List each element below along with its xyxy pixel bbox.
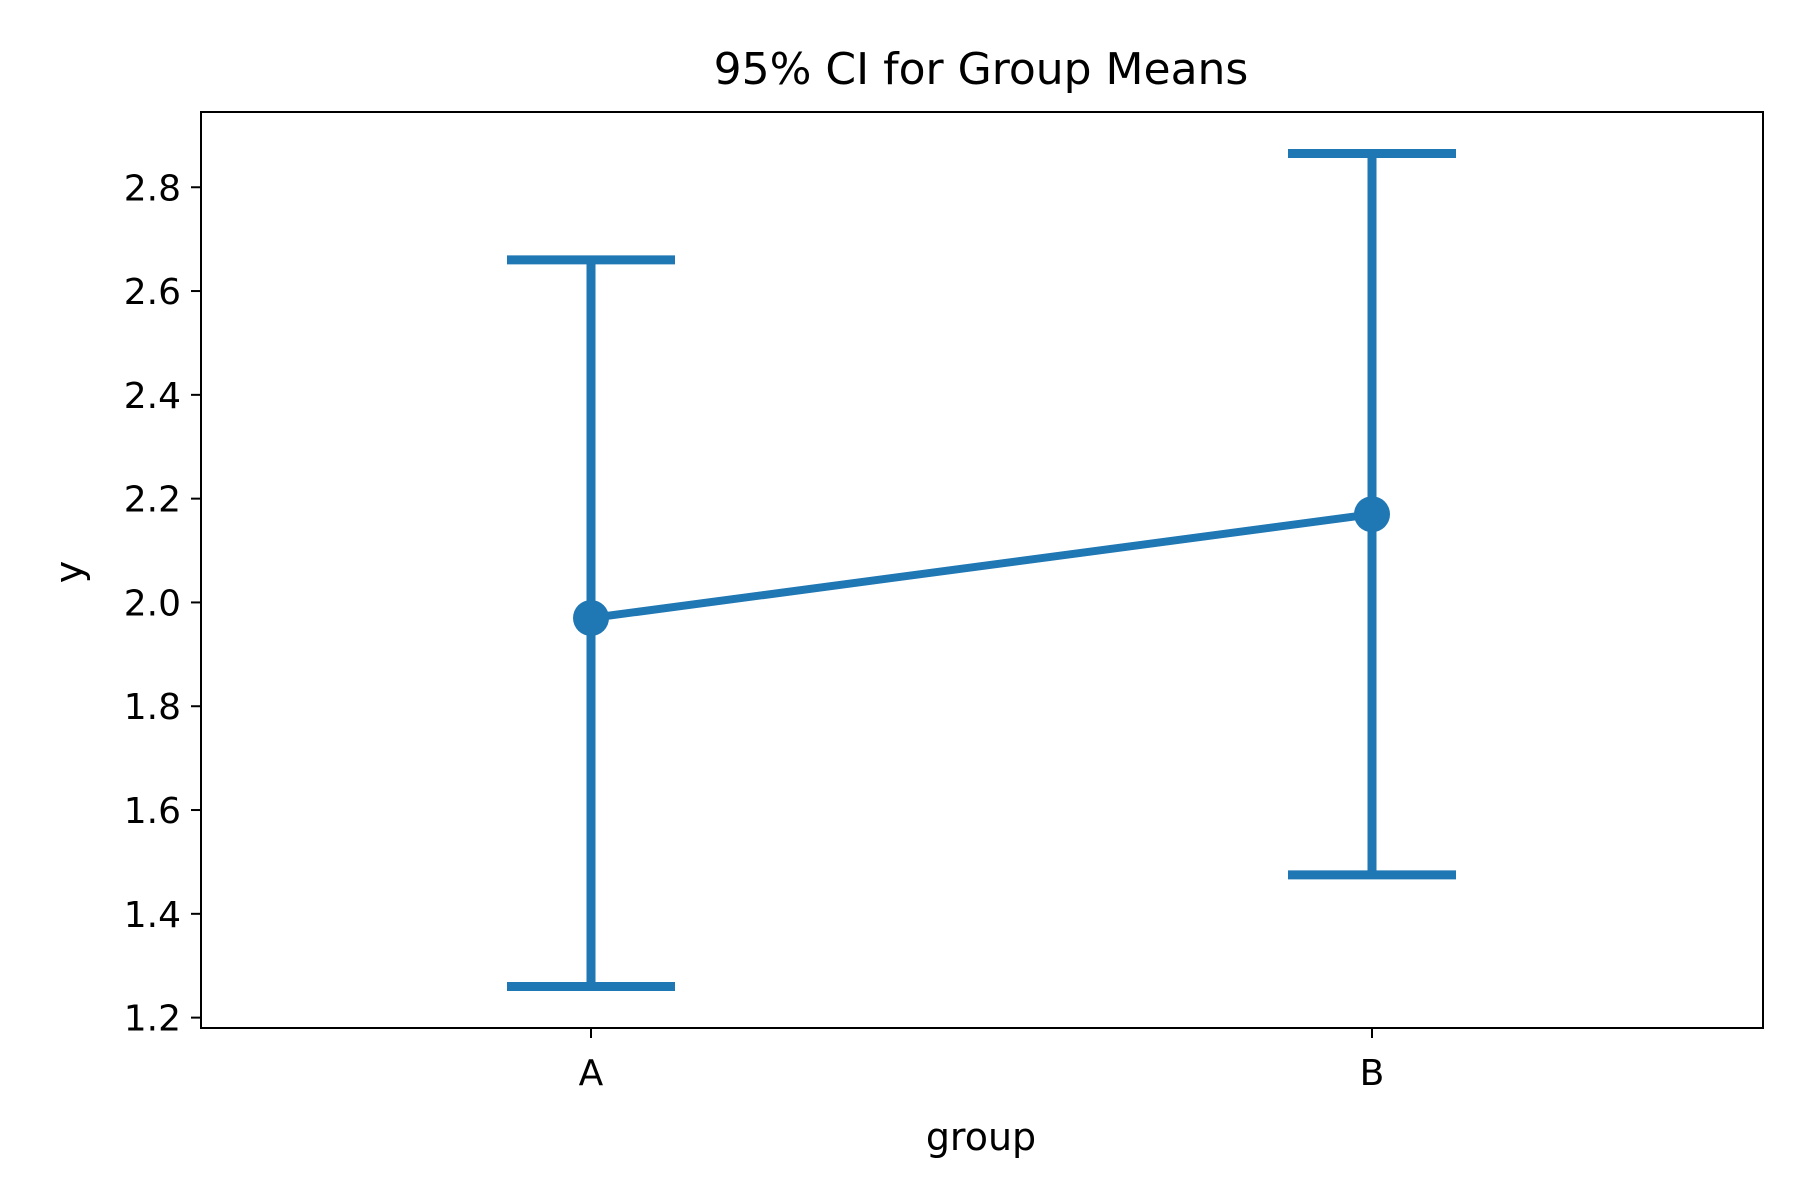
x-axis-label: group — [926, 1115, 1036, 1159]
y-tick-label: 1.2 — [124, 999, 181, 1040]
y-tick-label: 2.4 — [124, 376, 181, 417]
x-tick-label: A — [579, 1053, 604, 1094]
mean-point-A — [573, 600, 609, 637]
y-tick-label: 2.8 — [124, 168, 181, 209]
mean-point-B — [1354, 496, 1390, 533]
y-tick-label: 2.2 — [124, 480, 181, 521]
chart-title: 95% CI for Group Means — [714, 44, 1249, 95]
mean-line — [590, 510, 1373, 622]
axes-frame — [200, 111, 1764, 1029]
y-tick-label: 1.6 — [124, 791, 181, 832]
y-tick-label: 2.6 — [124, 272, 181, 313]
plot-area — [200, 111, 1764, 1029]
y-tick-label: 2.0 — [124, 583, 181, 624]
y-axis: 1.2 1.4 1.6 1.8 2.0 2.2 2.4 2.6 2.8 — [124, 168, 201, 1040]
y-tick-label: 1.8 — [124, 687, 181, 728]
x-tick-label: B — [1360, 1053, 1385, 1094]
y-tick-label: 1.4 — [124, 895, 181, 936]
y-axis-label: y — [47, 561, 91, 584]
